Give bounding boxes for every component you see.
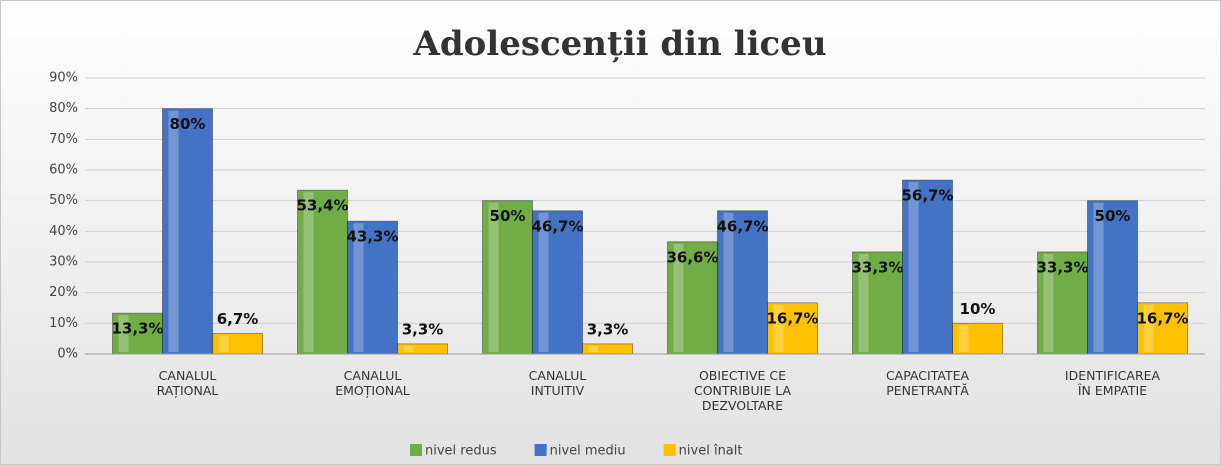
value-label: 13,3% [111, 320, 163, 338]
value-label: 6,7% [217, 310, 259, 328]
value-label: 3,3% [402, 320, 444, 338]
y-tick-label: 0% [57, 347, 78, 362]
x-tick-label: CANALUL INTUITIV [528, 368, 587, 398]
bar-highlight [1043, 253, 1054, 352]
x-tick-label: CANALUL EMOȚIONAL [335, 368, 410, 398]
bar [162, 108, 213, 355]
y-tick-label: 30% [49, 255, 78, 270]
legend-swatch [663, 444, 676, 456]
legend-label: nivel mediu [550, 444, 626, 459]
x-tick-label: OBIECTIVE CE CONTRIBUIE LA DEZVOLTARE [693, 368, 791, 413]
bar-highlight [1093, 202, 1104, 352]
bar-highlight [673, 243, 684, 352]
value-label: 16,7% [766, 309, 818, 327]
x-tick-label: IDENTIFICAREA ÎN EMPATIE [1064, 368, 1161, 398]
value-label: 50% [1095, 207, 1131, 225]
value-label: 56,7% [901, 187, 953, 205]
bar [1137, 302, 1188, 355]
x-tick-label-box: IDENTIFICAREA ÎN EMPATIE [1064, 368, 1161, 398]
bar-highlight [958, 325, 969, 352]
y-tick-label: 80% [49, 101, 78, 116]
x-tick-label-box: CANALUL RAȚIONAL [156, 368, 219, 398]
y-tick-label: 70% [49, 132, 78, 147]
bar-highlight [723, 212, 734, 352]
value-label: 43,3% [346, 228, 398, 246]
bar-highlight [118, 315, 129, 352]
y-tick-label: 90% [49, 71, 78, 86]
bar-highlight [908, 182, 919, 352]
x-tick-label: CANALUL RAȚIONAL [156, 368, 219, 398]
bar-highlight [488, 202, 499, 352]
legend-swatch [534, 444, 547, 456]
value-label: 36,6% [666, 248, 718, 266]
bar [667, 241, 718, 355]
value-label: 50% [490, 207, 526, 225]
x-tick-label: CAPACITATEA PENETRANTĂ [885, 368, 970, 398]
bar [767, 302, 818, 355]
bar-highlight [538, 212, 549, 352]
bar [347, 220, 398, 355]
value-label: 53,4% [296, 197, 348, 215]
bar-highlight [403, 345, 414, 352]
value-label: 33,3% [851, 258, 903, 276]
value-label: 10% [960, 300, 996, 318]
value-label: 80% [170, 115, 206, 133]
chart-title: Adolescenții din liceu [412, 24, 826, 64]
bar [902, 179, 953, 355]
y-tick-label: 10% [49, 316, 78, 331]
y-tick-label: 50% [49, 193, 78, 208]
bar-highlight [858, 253, 869, 352]
bar [1037, 251, 1088, 355]
bar-highlight [218, 335, 229, 352]
bar-highlight [773, 304, 784, 352]
value-label: 3,3% [587, 320, 629, 338]
value-label: 46,7% [716, 217, 768, 235]
x-tick-label-box: OBIECTIVE CE CONTRIBUIE LA DEZVOLTARE [693, 368, 791, 413]
bar-highlight [1143, 304, 1154, 352]
bar [112, 312, 163, 355]
value-label: 16,7% [1136, 309, 1188, 327]
bar [717, 210, 768, 355]
bar [952, 322, 1003, 355]
y-tick-label: 20% [49, 285, 78, 300]
bar-highlight [588, 345, 599, 352]
legend-label: nivel înalt [679, 444, 743, 459]
y-tick-label: 60% [49, 163, 78, 178]
bar-highlight [303, 192, 314, 352]
bar [852, 251, 903, 355]
x-tick-label-box: CANALUL INTUITIV [528, 368, 587, 398]
y-tick-label: 40% [49, 224, 78, 239]
bar-highlight [168, 110, 179, 353]
bar-highlight [353, 223, 364, 352]
bar [482, 200, 533, 355]
value-label: 46,7% [531, 217, 583, 235]
legend-label: nivel redus [425, 444, 497, 459]
legend-swatch [410, 444, 422, 456]
x-tick-label-box: CAPACITATEA PENETRANTĂ [885, 368, 970, 398]
value-label: 33,3% [1036, 258, 1088, 276]
x-tick-label-box: CANALUL EMOȚIONAL [335, 368, 410, 398]
